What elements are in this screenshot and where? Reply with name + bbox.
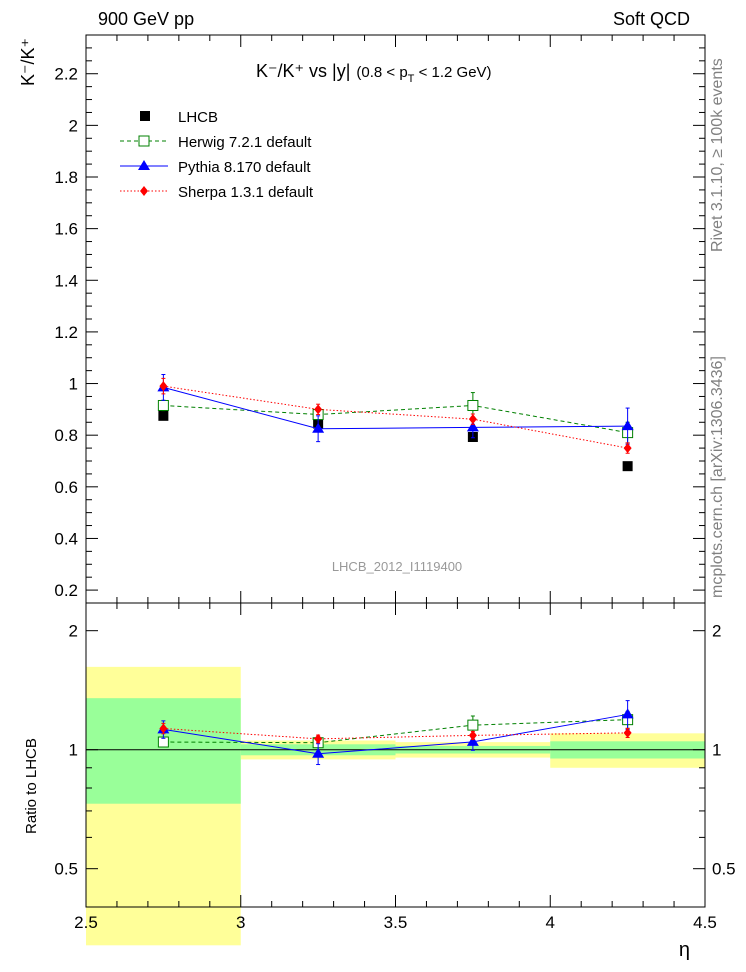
x-tick-label: 4.5: [693, 913, 717, 932]
ratio-point-sherpa: [468, 730, 477, 741]
y-axis-label: K⁻/K⁺: [18, 38, 38, 86]
ratio-line-pythia: [163, 713, 628, 755]
ratio-y-tick-label: 1: [712, 741, 721, 760]
legend-marker-pythia: [138, 160, 150, 170]
point-pythia: [466, 421, 479, 432]
y-tick-label: 1.2: [54, 323, 78, 342]
ratio-y-tick-label: 2: [69, 622, 78, 641]
y-tick-label: 1.6: [54, 220, 78, 239]
header-right: Soft QCD: [613, 9, 690, 29]
y-tick-label: 0.4: [54, 529, 78, 548]
y-tick-label: 2.2: [54, 65, 78, 84]
point-pythia: [621, 420, 634, 431]
ratio-y-tick-label: 2: [712, 622, 721, 641]
point-sherpa: [468, 414, 477, 425]
ratio-y-tick-label: 1: [69, 741, 78, 760]
data-point-lhcb: [622, 461, 633, 472]
x-tick-label: 3.5: [384, 913, 408, 932]
ratio-line-herwig: [163, 719, 628, 744]
y-tick-label: 0.2: [54, 581, 78, 600]
rivet-label: Rivet 3.1.10, ≥ 100k events: [709, 58, 726, 252]
chart-title: K⁻/K⁺ vs |y| (0.8 < pT < 1.2 GeV): [256, 61, 492, 85]
point-sherpa: [159, 381, 168, 392]
point-sherpa: [623, 443, 632, 454]
x-tick-label: 4: [546, 913, 555, 932]
point-pythia: [312, 422, 325, 433]
y-tick-label: 0.8: [54, 426, 78, 445]
ratio-y-tick-label: 0.5: [712, 860, 736, 879]
legend-label-lhcb: LHCB: [178, 109, 218, 126]
point-herwig: [157, 399, 169, 411]
x-tick-label: 3: [236, 913, 245, 932]
ratio-point-pythia: [466, 735, 479, 746]
header-left: 900 GeV pp: [98, 9, 194, 29]
data-point-lhcb: [158, 410, 169, 421]
analysis-id: LHCB_2012_I1119400: [332, 559, 462, 574]
ratio-frame: [85, 602, 706, 908]
x-tick-label: 2.5: [74, 913, 98, 932]
y-tick-label: 0.6: [54, 478, 78, 497]
legend-label-herwig: Herwig 7.2.1 default: [178, 134, 312, 151]
ratio-band-inner: [86, 698, 241, 804]
ratio-point-sherpa: [623, 727, 632, 738]
ratio-y-tick-label: 0.5: [54, 860, 78, 879]
legend-label-sherpa: Sherpa 1.3.1 default: [178, 184, 314, 201]
legend-marker-herwig: [138, 135, 150, 147]
legend-marker-sherpa: [140, 186, 148, 196]
ratio-point-sherpa: [159, 723, 168, 734]
series-line-pythia: [163, 386, 628, 430]
x-axis-label: η: [679, 939, 690, 961]
point-herwig: [467, 399, 479, 411]
legend: LHCB Herwig 7.2.1 default Pythia 8.170 d…: [120, 109, 314, 201]
ratio-y-axis-label: Ratio to LHCB: [23, 738, 40, 834]
ratio-point-herwig: [467, 719, 479, 731]
ratio-point-pythia: [621, 708, 634, 719]
y-tick-label: 1.4: [54, 271, 78, 290]
ratio-point-pythia: [312, 747, 325, 758]
series-line-sherpa: [163, 385, 628, 449]
legend-label-pythia: Pythia 8.170 default: [178, 159, 311, 176]
legend-marker-lhcb: [140, 111, 150, 121]
y-tick-label: 1: [69, 375, 78, 394]
y-tick-label: 2: [69, 116, 78, 135]
point-sherpa: [314, 404, 323, 415]
series-line-herwig: [163, 404, 628, 434]
mcplots-label: mcplots.cern.ch [arXiv:1306.3436]: [709, 356, 726, 598]
y-tick-label: 1.8: [54, 168, 78, 187]
ratio-line-sherpa: [163, 727, 628, 740]
ratio-point-sherpa: [314, 733, 323, 744]
